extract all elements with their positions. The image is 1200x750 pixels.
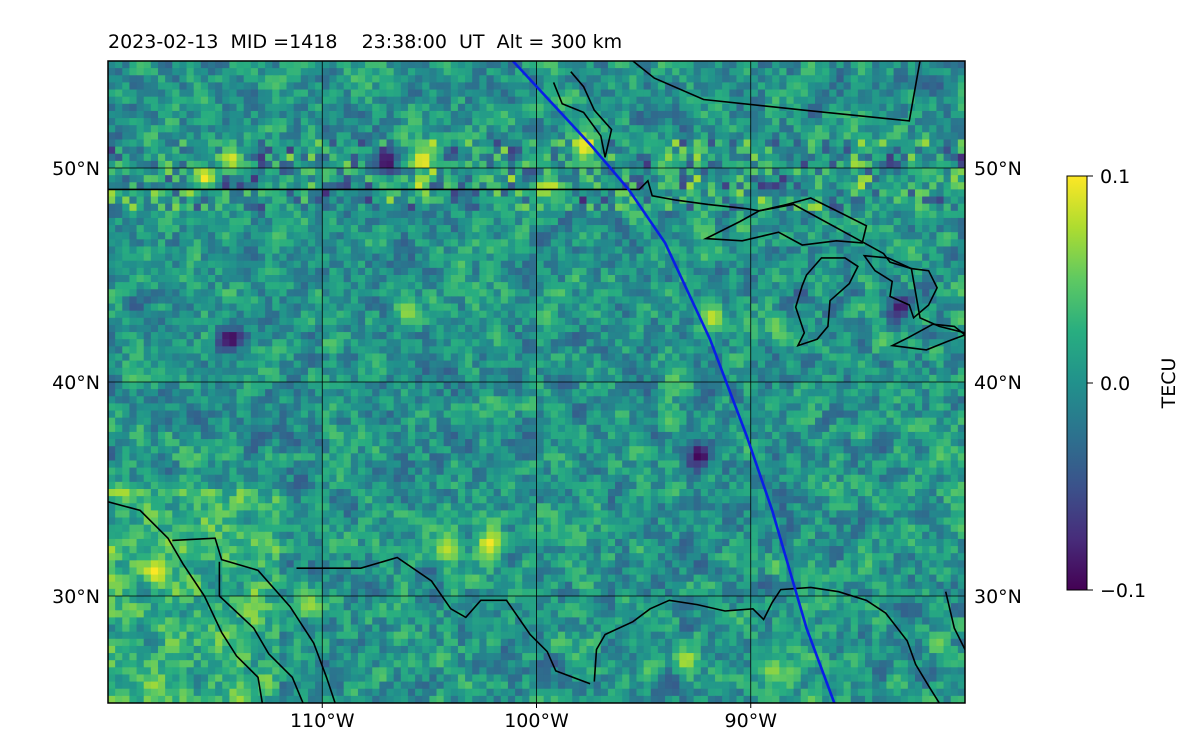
coastline [296,556,591,685]
x-tick-label: 90°W [725,710,778,732]
colorbar-gradient [1066,175,1088,591]
satellite-track [511,61,836,703]
great-lake-outline [702,197,868,246]
lake-winnipeg-outline [552,71,613,158]
great-lake-outline [794,257,859,347]
coastline [593,586,940,703]
coastline [172,537,336,703]
colorbar: 0.1 0.0 −0.1 TECU [1066,166,1180,602]
coastlines-and-borders [108,61,965,703]
chart-title: 2023-02-13 MID =1418 23:38:00 UT Alt = 3… [108,31,622,53]
y-tick-label-left: 40°N [52,372,100,394]
hudson-bay-coast [632,61,921,122]
great-lake-outline [889,323,965,351]
axis-ticks: 110°W 100°W 90°W 30°N 30°N 40°N 40°N 50°N 50°N [52,158,1022,732]
x-tick-label: 100°W [504,710,569,732]
coastline [108,501,264,703]
graticule [108,61,965,703]
great-lake-outline [862,254,938,320]
tec-heatmap [108,61,965,703]
coastline [218,561,304,703]
colorbar-tick-label: −0.1 [1100,580,1146,602]
y-tick-label-right: 30°N [974,586,1022,608]
y-tick-label-left: 30°N [52,586,100,608]
x-tick-label: 110°W [290,710,355,732]
map-area [108,61,965,703]
colorbar-ticks: 0.1 0.0 −0.1 [1087,166,1146,602]
coastline [944,591,965,650]
colorbar-tick-label: 0.0 [1100,373,1130,395]
colorbar-label: TECU [1158,358,1180,410]
y-tick-label-right: 50°N [974,158,1022,180]
y-tick-label-left: 50°N [52,158,100,180]
y-tick-label-right: 40°N [974,372,1022,394]
colorbar-tick-label: 0.1 [1100,166,1130,188]
